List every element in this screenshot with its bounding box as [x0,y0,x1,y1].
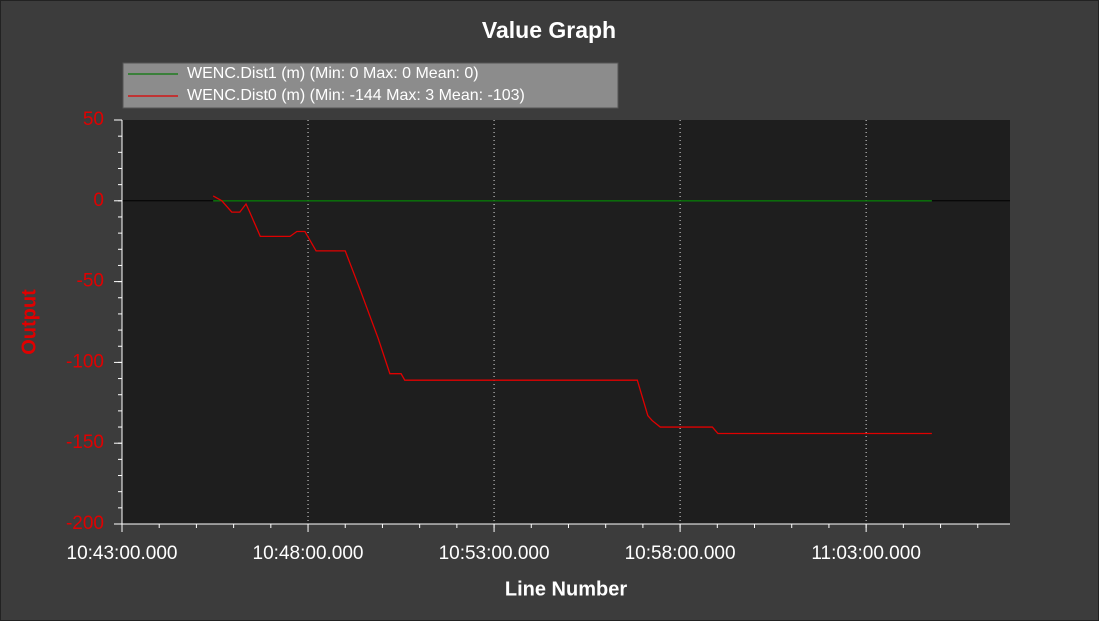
y-tick-label: -100 [66,351,104,372]
legend-label: WENC.Dist0 (m) (Min: -144 Max: 3 Mean: -… [187,87,525,104]
chart-title: Value Graph [482,17,616,43]
legend [122,62,619,109]
legend-label: WENC.Dist1 (m) (Min: 0 Max: 0 Mean: 0) [187,65,479,82]
y-tick-label: -200 [66,513,104,534]
series-line [212,195,932,435]
y-tick-label: -50 [77,271,104,292]
x-axis-label: Line Number [505,578,627,600]
y-tick-label: -150 [66,432,104,453]
plot-area [122,120,1010,524]
x-tick-label: 10:48:00.000 [253,543,364,564]
y-axis-label: Output [18,289,40,355]
x-tick-label: 10:43:00.000 [67,543,178,564]
y-tick-label: 50 [83,109,104,130]
x-tick-label: 10:58:00.000 [625,543,736,564]
x-tick-label: 10:53:00.000 [439,543,550,564]
x-tick-label: 11:03:00.000 [811,543,921,564]
y-tick-label: 0 [93,190,104,211]
